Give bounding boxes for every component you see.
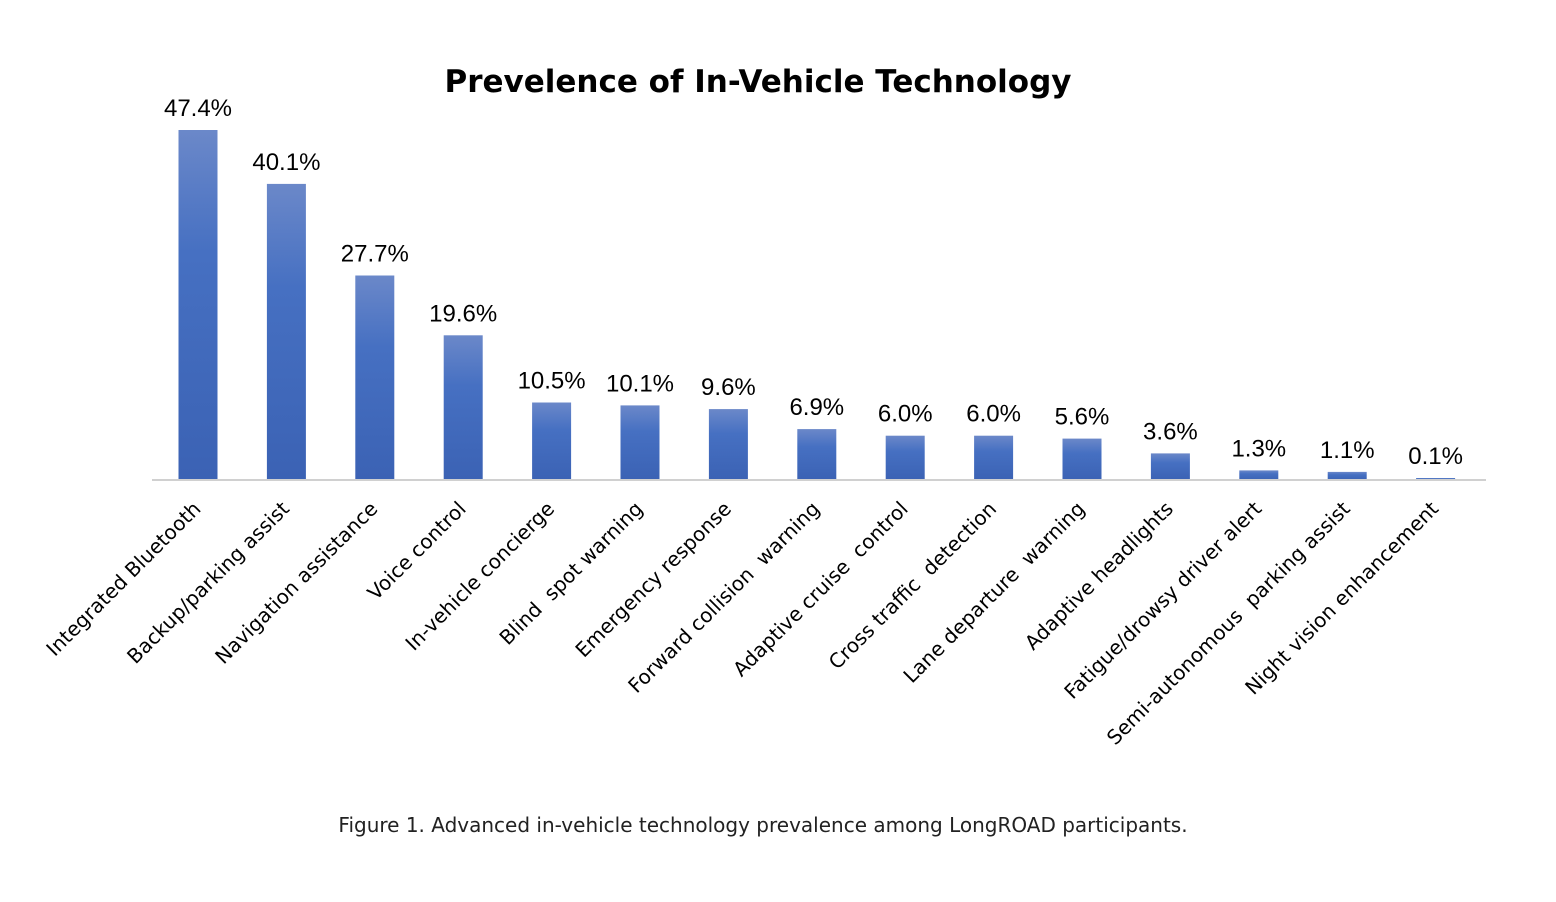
data-labels-layer: 47.4% 40.1% 27.7% 19.6% 10.5% 10.1% 9.6% 6.9% 6.… bbox=[164, 95, 1463, 470]
bar-value-label: 19.6% bbox=[429, 300, 497, 327]
bar bbox=[1150, 453, 1190, 480]
bar-value-label: 47.4% bbox=[164, 95, 232, 122]
bar-value-label: 6.0% bbox=[966, 401, 1021, 428]
x-tick-label: Navigation assistance bbox=[210, 497, 382, 669]
bar-value-label: 1.1% bbox=[1320, 437, 1375, 464]
figure-caption: Figure 1. Advanced in-vehicle technology… bbox=[338, 813, 1188, 837]
x-tick-label: Emergency response bbox=[570, 497, 735, 662]
bar bbox=[266, 183, 306, 480]
bar bbox=[1327, 471, 1367, 480]
x-tick-label: Backup/parking assist bbox=[122, 496, 294, 668]
bar-value-label: 6.9% bbox=[789, 394, 844, 421]
bar bbox=[178, 130, 218, 480]
bar bbox=[885, 435, 925, 480]
bar bbox=[1062, 438, 1102, 480]
x-tick-label: Night vision enhancement bbox=[1240, 496, 1443, 699]
bar bbox=[443, 335, 483, 480]
bars-layer bbox=[178, 130, 1456, 480]
bar bbox=[974, 435, 1014, 480]
bar-value-label: 5.6% bbox=[1055, 404, 1110, 431]
bar bbox=[797, 429, 837, 480]
x-tick-label: In-vehicle concierge bbox=[400, 497, 559, 656]
x-tick-label: Adaptive headlights bbox=[1020, 497, 1178, 655]
bar-value-label: 3.6% bbox=[1143, 418, 1198, 445]
x-tick-label: Adaptive cruise control bbox=[728, 497, 913, 682]
bar bbox=[1239, 470, 1279, 480]
bar bbox=[355, 275, 395, 480]
bar-value-label: 40.1% bbox=[252, 149, 320, 176]
bar-value-label: 10.5% bbox=[518, 368, 586, 395]
bar-value-label: 6.0% bbox=[878, 401, 933, 428]
bar bbox=[620, 405, 660, 480]
bar-value-label: 1.3% bbox=[1231, 435, 1286, 462]
bar-value-label: 0.1% bbox=[1408, 443, 1463, 470]
bar-value-label: 27.7% bbox=[341, 241, 409, 268]
bar-value-label: 10.1% bbox=[606, 370, 674, 397]
x-tick-label: Lane departure warning bbox=[898, 497, 1089, 688]
x-tick-label: Blind spot warning bbox=[494, 497, 647, 650]
bar bbox=[532, 402, 572, 480]
bar bbox=[708, 409, 748, 480]
bar-value-label: 9.6% bbox=[701, 374, 756, 401]
x-tick-label: Cross traffic detection bbox=[824, 497, 1001, 674]
chart-title: Prevelence of In-Vehicle Technology bbox=[445, 64, 1072, 100]
x-tick-label: Integrated Bluetooth bbox=[41, 497, 205, 661]
